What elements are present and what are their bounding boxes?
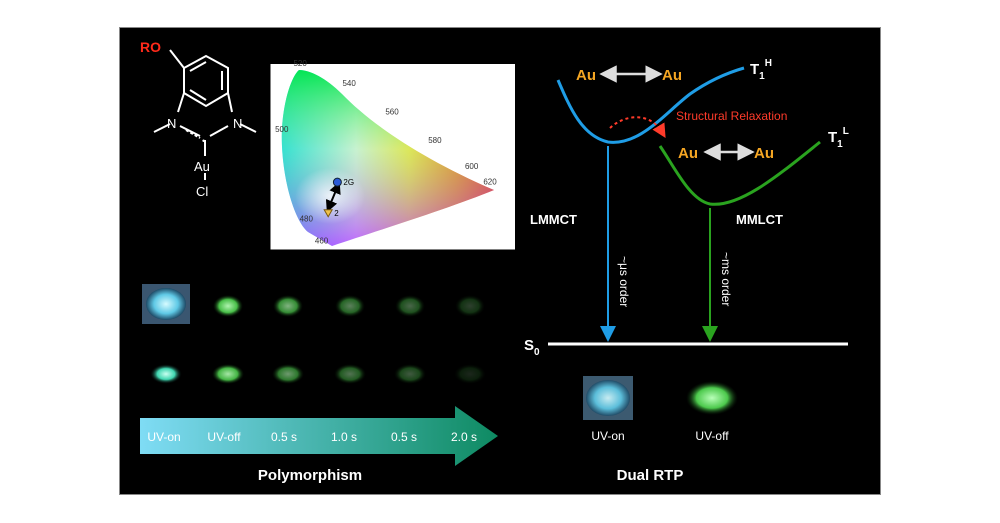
- time-sequence-arrow: [140, 406, 498, 466]
- lmmct-label: LMMCT: [530, 212, 577, 227]
- time-step-label: UV-off: [207, 430, 241, 444]
- uv-on-sample-photo: [586, 380, 630, 416]
- cie-x-tick-label: 0.0: [264, 257, 277, 267]
- polymorph-photo: [272, 364, 304, 384]
- polymorph-photo: [212, 364, 244, 384]
- au-bottom-left: Au: [678, 145, 698, 162]
- cie-point-marker: [332, 177, 342, 187]
- cie-y-tick-label: 0.0: [251, 245, 264, 255]
- au-top-left: Au: [576, 67, 596, 84]
- polymorph-photo: [335, 295, 365, 317]
- polymorph-photo: [146, 288, 186, 320]
- polymorphism-title: Polymorphism: [258, 467, 362, 484]
- cie-x-axis-label: x: [376, 266, 381, 277]
- cie-point-label: 2G: [343, 178, 354, 187]
- cie-x-tick-label: 0.6: [447, 257, 460, 267]
- slow-lifetime-label: ~ms order: [719, 252, 733, 306]
- cie-x-tick-label: 0.2: [325, 257, 338, 267]
- cie-wavelength-labels: 460 480 500 520 540 560 580 600 620: [275, 59, 497, 245]
- polymorph-photo: [213, 295, 243, 317]
- s0-label: S0: [524, 337, 540, 358]
- time-step-label: 0.5 s: [271, 430, 297, 444]
- au-bottom-right: Au: [754, 145, 774, 162]
- molecule-bonds: [153, 49, 257, 180]
- cie-data-points: 2G 2: [323, 177, 354, 218]
- fast-lifetime-label: ~μs order: [617, 256, 631, 307]
- nitrogen-right-label: N: [233, 116, 242, 131]
- time-step-label: 1.0 s: [331, 430, 357, 444]
- cie-y-tick-label: 0.8: [251, 70, 264, 80]
- graphical-abstract: RO N N • Au Cl 0.0 0.1 0.2 0.3 0.4 0.5 0.6 0.7 0…: [119, 27, 881, 495]
- cie-wavelength-label: 460: [315, 236, 329, 245]
- dual-rtp-title: Dual RTP: [617, 467, 684, 484]
- time-step-labels: UV-on UV-off 0.5 s 1.0 s 0.5 s 2.0 s: [147, 430, 477, 444]
- cie-y-tick-label: 0.2: [251, 201, 264, 211]
- cie-wavelength-label: 540: [342, 79, 356, 88]
- t1h-potential-curve: [556, 66, 745, 144]
- dual-rtp-section: UV-on UV-off Dual RTP: [583, 376, 738, 484]
- dual-uv-off-label: UV-off: [695, 429, 729, 443]
- time-step-label: UV-on: [147, 430, 180, 444]
- time-step-label: 2.0 s: [451, 430, 477, 444]
- gold-carbene-molecule: RO N N • Au Cl: [140, 39, 257, 199]
- gold-label: Au: [194, 159, 210, 174]
- substituent-label: RO: [140, 39, 161, 55]
- cie-x-tick-label: 0.7: [478, 257, 491, 267]
- t1l-potential-curve: [658, 140, 821, 206]
- cie-y-tick-label: 0.4: [251, 157, 264, 167]
- cie-wavelength-label: 580: [428, 136, 442, 145]
- cie-shift-arrow: [325, 181, 341, 213]
- dual-uv-on-label: UV-on: [591, 429, 624, 443]
- cie-wavelength-label: 620: [483, 177, 497, 186]
- cie-chromaticity-diagram: 0.0 0.1 0.2 0.3 0.4 0.5 0.6 0.7 0.8 0.0 0.2 0.4 0.6…: [238, 59, 521, 277]
- cie-wavelength-label: 520: [293, 59, 307, 68]
- cie-point-marker: [323, 209, 334, 218]
- uv-off-sample-photo: [686, 381, 738, 415]
- cie-x-tick-label: 0.5: [417, 257, 430, 267]
- cie-wavelength-label: 480: [300, 215, 314, 224]
- t1l-label: T1L: [828, 126, 849, 150]
- nitrogen-left-label: N: [167, 116, 176, 131]
- polymorph-photo: [334, 364, 366, 384]
- time-step-label: 0.5 s: [391, 430, 417, 444]
- cie-wavelength-label: 600: [465, 162, 479, 171]
- polymorph-photo: [273, 295, 303, 317]
- carbene-dot: •: [202, 136, 205, 146]
- cie-x-tick-label: 0.1: [294, 257, 307, 267]
- cie-point-label: 2: [334, 209, 339, 218]
- polymorph-photo: [454, 364, 486, 384]
- cie-wavelength-label: 560: [385, 107, 399, 116]
- energy-level-diagram: Structural Relaxation Au Au Au Au T1H T1…: [524, 58, 849, 358]
- cie-y-tick-label: 0.6: [251, 114, 264, 124]
- mmlct-label: MMLCT: [736, 212, 783, 227]
- relaxation-label: Structural Relaxation: [676, 109, 787, 123]
- au-top-right: Au: [662, 67, 682, 84]
- cie-wavelength-label: 500: [275, 125, 289, 134]
- polymorphism-photo-grid: [142, 284, 486, 384]
- cie-y-axis-label: y: [238, 156, 249, 161]
- cie-x-tick-label: 0.4: [386, 257, 399, 267]
- polymorph-photo: [394, 364, 426, 384]
- abstract-canvas: RO N N • Au Cl 0.0 0.1 0.2 0.3 0.4 0.5 0.6 0.7 0…: [140, 39, 849, 484]
- polymorph-photo: [395, 295, 425, 317]
- cie-x-ticks: 0.0 0.1 0.2 0.3 0.4 0.5 0.6 0.7 0.8: [264, 250, 522, 267]
- cie-x-tick-label: 0.3: [356, 257, 369, 267]
- polymorph-photo: [455, 295, 485, 317]
- cie-y-ticks: 0.0 0.2 0.4 0.6 0.8: [251, 70, 270, 255]
- chloride-label: Cl: [196, 184, 208, 199]
- cie-x-tick-label: 0.8: [509, 257, 522, 267]
- t1h-label: T1H: [750, 58, 772, 82]
- polymorph-photo: [150, 364, 182, 384]
